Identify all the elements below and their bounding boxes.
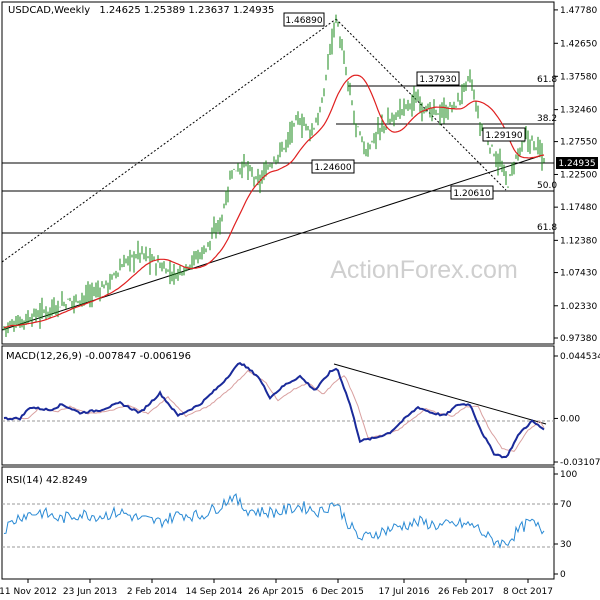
rsi-title: RSI(14) 42.8249 bbox=[6, 475, 87, 486]
rsi-tick-label: 70 bbox=[560, 500, 572, 510]
trendline-dotted-up bbox=[1, 18, 337, 263]
callout-124600: 1.24600 bbox=[311, 159, 355, 174]
x-tick-label: 11 Nov 2012 bbox=[0, 587, 57, 597]
rsi-tick-label: 0 bbox=[560, 570, 566, 580]
price-y-axis: 1.47780 1.42650 1.37580 1.32460 1.27550 1.225… bbox=[554, 6, 597, 344]
price-tick-label: 1.32460 bbox=[560, 106, 597, 116]
callout-high: 1.46890 bbox=[283, 12, 325, 27]
fib-label-500: 50.0 bbox=[537, 181, 557, 191]
price-tick-label: 1.12380 bbox=[560, 236, 597, 246]
rsi-tick-label: 100 bbox=[560, 470, 577, 480]
price-tick-label: 1.22500 bbox=[560, 170, 597, 180]
macd-tick-label: 0.00 bbox=[560, 414, 580, 424]
price-panel bbox=[1, 1, 555, 345]
svg-text:1.37930: 1.37930 bbox=[419, 75, 456, 85]
macd-tick-label: 0.044534 bbox=[560, 352, 600, 362]
price-tick-label: 1.27550 bbox=[560, 138, 597, 148]
callout-137930: 1.37930 bbox=[416, 71, 460, 86]
price-bars bbox=[3, 14, 545, 337]
x-tick-label: 2 Feb 2014 bbox=[127, 587, 178, 597]
fib-label-618-lower: 61.8 bbox=[537, 223, 557, 233]
watermark: ActionForex.com bbox=[330, 256, 518, 284]
svg-text:1.24600: 1.24600 bbox=[314, 163, 351, 173]
x-tick-label: 14 Sep 2014 bbox=[185, 587, 242, 597]
macd-y-axis: 0.044534 0.00 -0.031072 bbox=[554, 352, 600, 468]
moving-average-line bbox=[3, 74, 545, 329]
macd-title: MACD(12,26,9) -0.007847 -0.006196 bbox=[6, 351, 191, 362]
x-tick-label: 8 Oct 2017 bbox=[503, 587, 553, 597]
svg-text:1.29190: 1.29190 bbox=[485, 131, 522, 141]
chart-title: USDCAD,Weekly 1.24625 1.25389 1.23637 1.… bbox=[8, 5, 274, 16]
x-tick-label: 26 Apr 2015 bbox=[248, 587, 304, 597]
price-tick-label: 1.42650 bbox=[560, 39, 597, 49]
fib-label-618-upper: 61.8 bbox=[537, 75, 557, 85]
svg-text:1.24935: 1.24935 bbox=[558, 159, 595, 169]
x-tick-label: 6 Dec 2015 bbox=[312, 587, 364, 597]
price-tick-label: 1.17480 bbox=[560, 203, 597, 213]
price-tick-label: 1.02330 bbox=[560, 302, 597, 312]
macd-main-line bbox=[3, 362, 545, 459]
rsi-tick-label: 30 bbox=[560, 540, 572, 550]
macd-panel bbox=[1, 345, 555, 466]
rsi-line bbox=[3, 493, 545, 549]
x-axis: 11 Nov 2012 23 Jun 2013 2 Feb 2014 14 Sep 2… bbox=[0, 579, 553, 597]
rsi-y-axis: 100 70 30 0 bbox=[554, 470, 577, 580]
price-tick-label: 1.07430 bbox=[560, 269, 597, 279]
svg-text:1.20610: 1.20610 bbox=[453, 189, 490, 199]
x-tick-label: 23 Jun 2013 bbox=[63, 587, 117, 597]
rsi-panel bbox=[1, 466, 555, 580]
price-tick-label: 0.97380 bbox=[560, 334, 597, 344]
callout-129190: 1.29190 bbox=[482, 127, 526, 142]
x-tick-label: 17 Jul 2016 bbox=[379, 587, 430, 597]
last-price-tag: 1.24935 bbox=[556, 157, 598, 169]
macd-trendline bbox=[333, 363, 547, 425]
fib-label-382: 38.2 bbox=[537, 114, 557, 124]
macd-tick-label: -0.031072 bbox=[560, 458, 600, 468]
price-tick-label: 1.47780 bbox=[560, 6, 597, 16]
trendline-dotted-down bbox=[335, 18, 507, 191]
svg-text:1.46890: 1.46890 bbox=[285, 16, 322, 26]
price-tick-label: 1.37580 bbox=[560, 72, 597, 82]
callout-low: 1.20610 bbox=[450, 185, 494, 200]
x-tick-label: 26 Feb 2017 bbox=[438, 587, 494, 597]
